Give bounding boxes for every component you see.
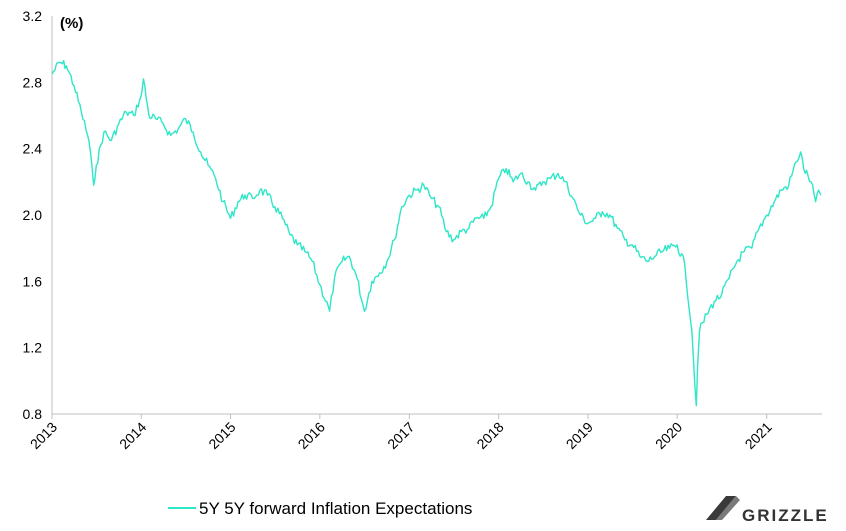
y-tick-label: 1.6: [23, 273, 43, 289]
brand-logo: GRIZZLE: [706, 496, 829, 525]
x-tick-label: 2019: [563, 419, 596, 452]
series-lines: [51, 59, 822, 407]
y-unit-label: (%): [60, 15, 83, 32]
x-tick-label: 2013: [27, 419, 60, 452]
x-tick-label: 2015: [205, 419, 238, 452]
series-line: [51, 59, 822, 407]
x-tick-label: 2017: [384, 419, 417, 452]
x-tick-label: 2014: [116, 419, 149, 452]
x-tick-label: 2016: [295, 419, 328, 452]
y-tick-label: 3.2: [23, 8, 43, 24]
x-tick-label: 2018: [473, 419, 506, 452]
y-tick-label: 1.2: [23, 340, 43, 356]
x-tick-label: 2021: [741, 419, 774, 452]
x-tick-labels: 2013 2014 2015 2016 2017 2018 2019 2020 2021: [27, 414, 775, 452]
x-tick-label: 2020: [652, 419, 685, 452]
legend: 5Y 5Y forward Inflation Expectations: [168, 499, 472, 518]
legend-label: 5Y 5Y forward Inflation Expectations: [199, 499, 472, 518]
y-tick-labels: 0.8 1.2 1.6 2.0 2.4 2.8 3.2: [23, 8, 43, 422]
y-tick-label: 0.8: [23, 406, 43, 422]
y-tick-label: 2.4: [23, 141, 43, 157]
y-tick-label: 2.0: [23, 207, 43, 223]
grizzle-logo-icon: [706, 496, 740, 520]
brand-name: GRIZZLE: [742, 506, 829, 525]
y-tick-label: 2.8: [23, 74, 43, 90]
